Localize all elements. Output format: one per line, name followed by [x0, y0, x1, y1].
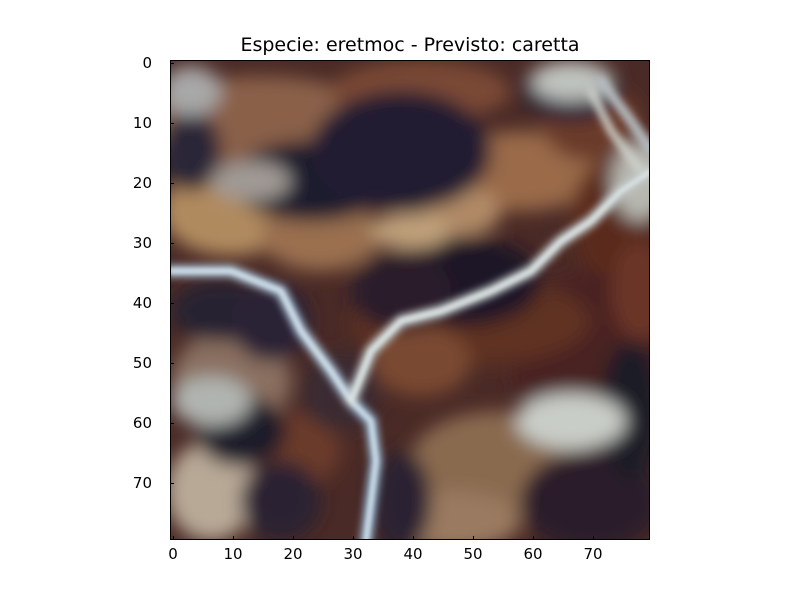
y-tick-label: 40	[132, 294, 152, 312]
y-tick-label: 30	[132, 234, 152, 252]
y-tick-mark	[170, 423, 174, 424]
x-tick-label: 50	[463, 545, 483, 563]
x-tick-mark	[593, 536, 594, 540]
x-tick-mark	[473, 536, 474, 540]
x-tick-label: 70	[583, 545, 603, 563]
y-tick-label: 50	[132, 354, 152, 372]
y-tick-mark	[170, 63, 174, 64]
figure-title: Especie: eretmoc - Previsto: caretta	[240, 34, 580, 56]
x-tick-mark	[353, 536, 354, 540]
shell-texture-image	[171, 61, 649, 539]
y-tick-label: 60	[132, 414, 152, 432]
y-tick-mark	[170, 363, 174, 364]
x-tick-label: 30	[343, 545, 363, 563]
y-tick-mark	[170, 243, 174, 244]
x-tick-label: 20	[283, 545, 303, 563]
x-tick-mark	[533, 536, 534, 540]
x-tick-mark	[413, 536, 414, 540]
y-tick-label: 10	[132, 114, 152, 132]
x-tick-mark	[173, 536, 174, 540]
y-tick-label: 20	[132, 174, 152, 192]
image-panel	[170, 60, 650, 540]
x-tick-label: 60	[523, 545, 543, 563]
y-tick-label: 70	[132, 474, 152, 492]
x-tick-mark	[293, 536, 294, 540]
y-tick-label: 0	[142, 54, 152, 72]
y-tick-mark	[170, 123, 174, 124]
x-tick-label: 40	[403, 545, 423, 563]
y-tick-mark	[170, 303, 174, 304]
x-tick-label: 0	[168, 545, 178, 563]
y-tick-mark	[170, 183, 174, 184]
x-tick-mark	[233, 536, 234, 540]
x-tick-label: 10	[223, 545, 243, 563]
y-tick-mark	[170, 483, 174, 484]
